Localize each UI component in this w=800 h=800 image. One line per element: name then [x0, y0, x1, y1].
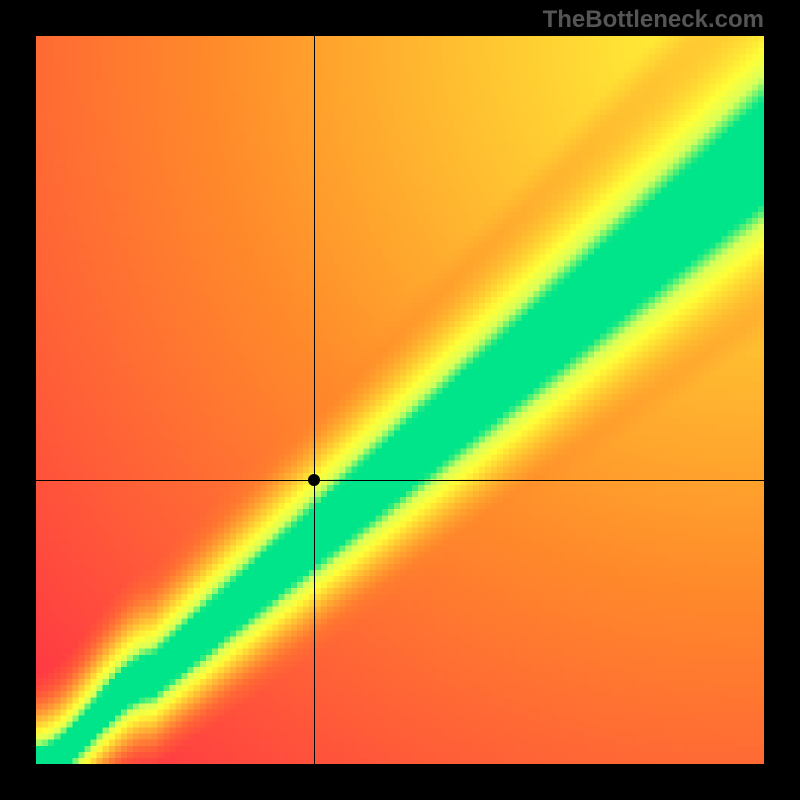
heatmap-plot-area — [36, 36, 764, 764]
heatmap-canvas — [36, 36, 764, 764]
crosshair-vertical-line — [314, 36, 315, 764]
attribution-text: TheBottleneck.com — [543, 6, 764, 34]
chart-container: TheBottleneck.com — [0, 0, 800, 800]
crosshair-horizontal-line — [36, 480, 764, 481]
